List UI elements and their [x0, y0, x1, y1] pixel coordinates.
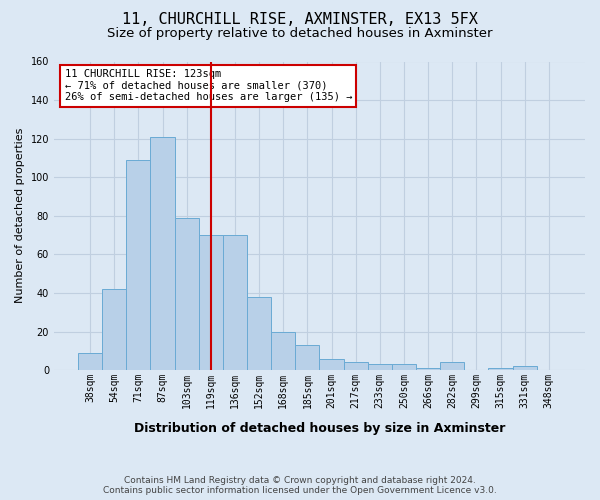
Bar [488, 368, 512, 370]
Bar [175, 218, 199, 370]
Text: Contains HM Land Registry data © Crown copyright and database right 2024.
Contai: Contains HM Land Registry data © Crown c… [103, 476, 497, 495]
Bar [151, 136, 175, 370]
Bar [295, 345, 319, 370]
Bar [247, 297, 271, 370]
Bar [368, 364, 392, 370]
Bar [392, 364, 416, 370]
Bar [223, 235, 247, 370]
Bar [102, 289, 127, 370]
Bar [271, 332, 295, 370]
Text: 11, CHURCHILL RISE, AXMINSTER, EX13 5FX: 11, CHURCHILL RISE, AXMINSTER, EX13 5FX [122, 12, 478, 28]
Y-axis label: Number of detached properties: Number of detached properties [15, 128, 25, 304]
Bar [440, 362, 464, 370]
Text: 11 CHURCHILL RISE: 123sqm
← 71% of detached houses are smaller (370)
26% of semi: 11 CHURCHILL RISE: 123sqm ← 71% of detac… [65, 69, 352, 102]
Bar [416, 368, 440, 370]
Bar [512, 366, 537, 370]
X-axis label: Distribution of detached houses by size in Axminster: Distribution of detached houses by size … [134, 422, 505, 435]
Bar [344, 362, 368, 370]
Bar [319, 358, 344, 370]
Text: Size of property relative to detached houses in Axminster: Size of property relative to detached ho… [107, 28, 493, 40]
Bar [199, 235, 223, 370]
Bar [78, 352, 102, 370]
Bar [127, 160, 151, 370]
